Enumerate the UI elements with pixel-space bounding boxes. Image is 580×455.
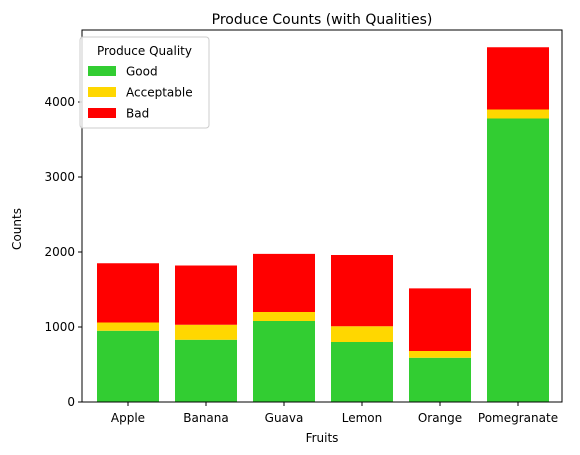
- y-axis-label: Counts: [10, 208, 24, 250]
- legend: Produce Quality Good Acceptable Bad: [79, 36, 210, 129]
- bar-pomegranate-bad: [487, 47, 549, 110]
- plot-frame: [81, 29, 563, 403]
- x-tick-label: Pomegranate: [478, 411, 558, 425]
- bar-apple-acceptable: [97, 322, 159, 331]
- bar-lemon-bad: [331, 255, 393, 327]
- bar-banana-good: [175, 339, 237, 402]
- legend-label-good: Good: [126, 65, 158, 79]
- bar-guava-good: [253, 321, 315, 402]
- y-tick-label: 3000: [44, 170, 75, 184]
- y-tick-label: 1000: [44, 320, 75, 334]
- axes-layer: Apple Banana Guava Lemon Orange Pomegranate 0 1…: [44, 29, 563, 425]
- bar-guava-acceptable: [253, 312, 315, 321]
- x-tick-label: Orange: [418, 411, 462, 425]
- bar-banana-acceptable: [175, 324, 237, 340]
- legend-label-bad: Bad: [126, 107, 149, 121]
- bar-pomegranate-acceptable: [487, 109, 549, 119]
- bar-apple-bad: [97, 263, 159, 323]
- legend-frame: [79, 36, 210, 129]
- bar-orange-acceptable: [409, 351, 471, 358]
- legend-title: Produce Quality: [97, 44, 192, 58]
- bar-lemon-acceptable: [331, 326, 393, 342]
- legend-swatch-acceptable: [88, 87, 116, 97]
- x-axis-label: Fruits: [306, 431, 339, 445]
- bar-orange-bad: [409, 288, 471, 351]
- x-tick-label: Lemon: [342, 411, 383, 425]
- bar-orange-good: [409, 357, 471, 402]
- legend-swatch-bad: [88, 108, 116, 118]
- bar-lemon-good: [331, 342, 393, 402]
- bar-pomegranate-good: [487, 118, 549, 402]
- y-tick-label: 4000: [44, 95, 75, 109]
- y-tick-label: 0: [67, 395, 75, 409]
- legend-label-acceptable: Acceptable: [126, 86, 193, 100]
- bar-banana-bad: [175, 265, 237, 325]
- x-tick-label: Guava: [265, 411, 304, 425]
- chart-title: Produce Counts (with Qualities): [212, 12, 433, 28]
- legend-swatch-good: [88, 66, 116, 76]
- bars-layer: [97, 47, 549, 402]
- legend-items: Good Acceptable Bad: [88, 65, 193, 121]
- x-tick-label: Apple: [111, 411, 145, 425]
- bar-guava-bad: [253, 253, 315, 312]
- x-tick-label: Banana: [183, 411, 229, 425]
- y-tick-label: 2000: [44, 245, 75, 259]
- bar-apple-good: [97, 330, 159, 402]
